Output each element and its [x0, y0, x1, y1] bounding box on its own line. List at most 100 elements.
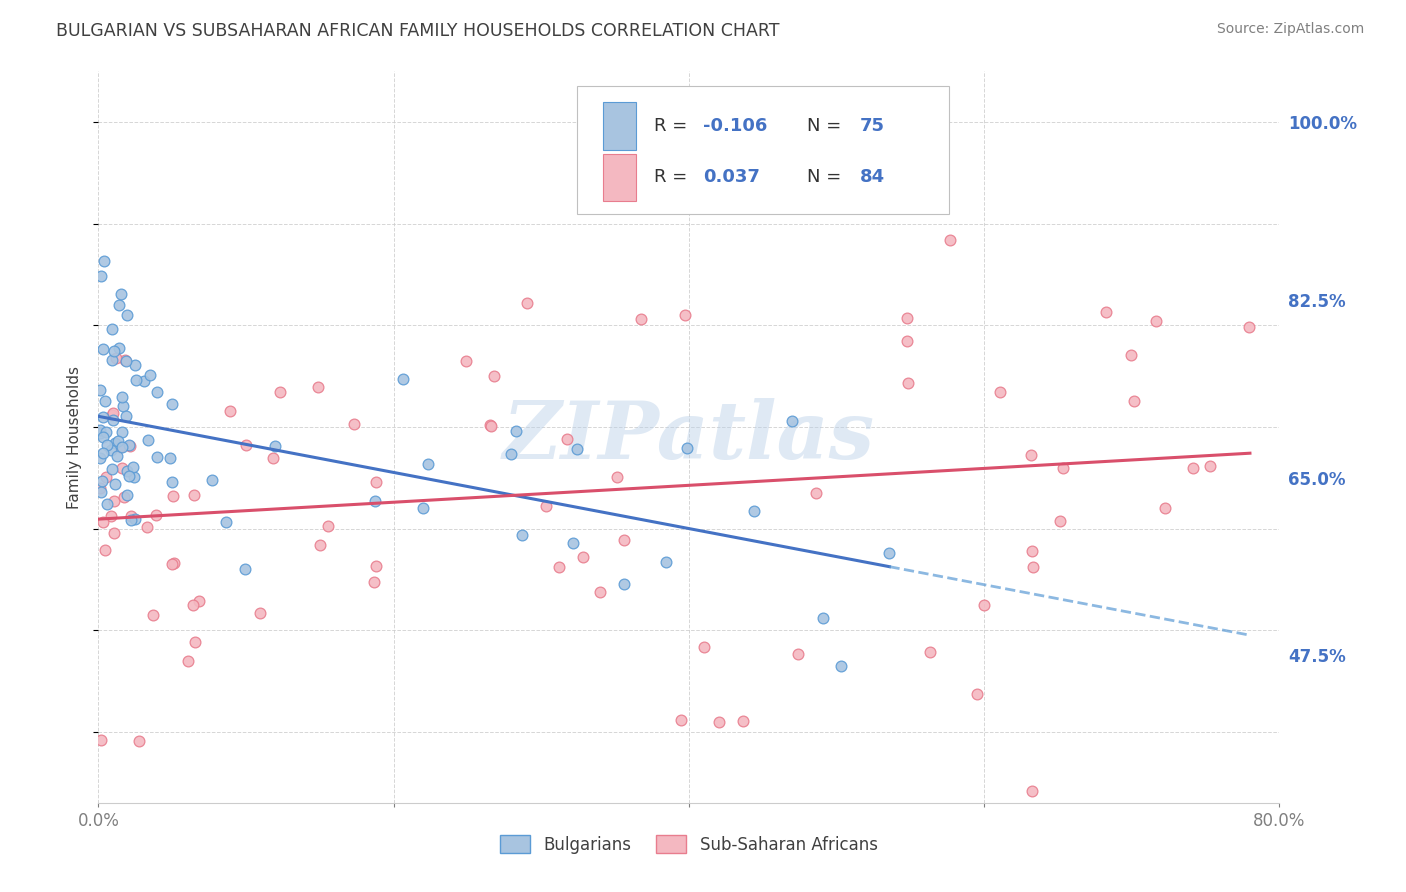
Point: [482, 368, 505, 383]
Point: [100, 408, 122, 422]
Point: [115, 308, 138, 322]
Point: [142, 607, 165, 622]
Point: [366, 559, 388, 574]
Point: [269, 385, 291, 400]
Point: [117, 464, 139, 478]
Point: [920, 645, 942, 659]
Point: [669, 713, 692, 727]
Point: [104, 435, 127, 450]
Point: [104, 351, 127, 366]
Point: [90, 732, 112, 747]
Point: [565, 442, 588, 457]
Point: [897, 376, 920, 390]
Point: [183, 635, 205, 649]
Text: N =: N =: [807, 117, 846, 136]
Point: [118, 439, 141, 453]
Point: [988, 385, 1011, 400]
Point: [1121, 348, 1143, 362]
Point: [499, 447, 522, 461]
Point: [510, 528, 533, 542]
Point: [1022, 560, 1045, 574]
Point: [90, 269, 112, 284]
Point: [93, 254, 115, 268]
Point: [561, 535, 583, 549]
Point: [613, 533, 636, 548]
Point: [811, 611, 834, 625]
Point: [125, 374, 148, 388]
Point: [630, 312, 652, 326]
Point: [124, 512, 146, 526]
Point: [112, 490, 135, 504]
Point: [973, 598, 995, 612]
Point: [145, 508, 167, 523]
Point: [478, 418, 501, 433]
Point: [183, 488, 205, 502]
Point: [235, 562, 257, 576]
Point: [187, 594, 209, 608]
Point: [103, 413, 125, 427]
Point: [162, 475, 184, 489]
Point: [879, 546, 901, 560]
Point: [120, 513, 142, 527]
Point: [806, 485, 828, 500]
Point: [655, 555, 678, 569]
Point: [896, 334, 918, 348]
Point: [912, 144, 935, 158]
Point: [249, 607, 271, 621]
Point: [264, 439, 287, 453]
Point: [412, 501, 434, 516]
Point: [364, 494, 387, 508]
Point: [110, 287, 132, 301]
Point: [110, 440, 132, 454]
Point: [343, 417, 366, 431]
Text: Source: ZipAtlas.com: Source: ZipAtlas.com: [1216, 22, 1364, 37]
Point: [101, 322, 124, 336]
Point: [91, 430, 114, 444]
Point: [159, 451, 181, 466]
Point: [262, 450, 284, 465]
Point: [103, 526, 125, 541]
Text: 84: 84: [860, 169, 886, 186]
Point: [145, 385, 167, 400]
Point: [505, 424, 527, 438]
Point: [96, 425, 118, 440]
Point: [673, 308, 696, 322]
Point: [111, 390, 134, 404]
Point: [91, 516, 114, 530]
Point: [90, 485, 112, 500]
Point: [104, 477, 127, 491]
Point: [89, 423, 111, 437]
Point: [1021, 448, 1043, 462]
Point: [606, 470, 628, 484]
Point: [479, 419, 502, 434]
Point: [101, 352, 124, 367]
Point: [108, 341, 131, 355]
Text: BULGARIAN VS SUBSAHARAN AFRICAN FAMILY HOUSEHOLDS CORRELATION CHART: BULGARIAN VS SUBSAHARAN AFRICAN FAMILY H…: [56, 22, 780, 40]
Point: [132, 374, 155, 388]
Legend: Bulgarians, Sub-Saharan Africans: Bulgarians, Sub-Saharan Africans: [494, 829, 884, 860]
Point: [162, 396, 184, 410]
Point: [111, 440, 134, 454]
Point: [96, 437, 118, 451]
Point: [100, 508, 122, 523]
Point: [96, 497, 118, 511]
FancyBboxPatch shape: [603, 103, 636, 150]
Point: [138, 433, 160, 447]
Point: [139, 368, 162, 382]
Point: [128, 734, 150, 748]
Point: [318, 518, 340, 533]
Point: [117, 488, 139, 502]
Point: [418, 457, 440, 471]
Point: [201, 473, 224, 487]
Point: [120, 508, 142, 523]
Point: [896, 311, 918, 326]
Point: [136, 520, 159, 534]
Text: 75: 75: [860, 117, 886, 136]
Point: [91, 409, 114, 424]
Point: [692, 640, 714, 654]
Point: [103, 343, 125, 358]
Point: [177, 654, 200, 668]
Point: [91, 474, 114, 488]
Point: [675, 442, 697, 456]
Point: [309, 538, 332, 552]
